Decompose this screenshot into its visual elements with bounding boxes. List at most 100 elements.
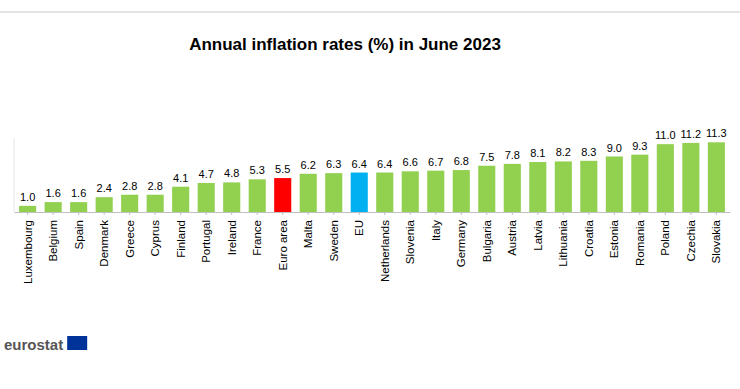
tick-mark <box>155 212 156 215</box>
tick-mark <box>384 212 385 215</box>
bar <box>96 197 113 212</box>
tick-mark <box>512 212 513 215</box>
bar <box>274 178 291 212</box>
tick-label: Germany <box>455 220 467 268</box>
bar <box>19 206 36 212</box>
tick: Ireland <box>226 212 238 255</box>
data-label: 8.2 <box>556 146 571 158</box>
bar <box>351 173 368 212</box>
eu-flag <box>67 336 87 350</box>
data-label: 4.7 <box>199 168 214 180</box>
source-logo: eurostat <box>4 336 87 353</box>
tick: Belgium <box>47 212 59 262</box>
tick: Bulgaria <box>481 212 493 262</box>
x-axis-line <box>15 212 731 213</box>
tick-mark <box>333 212 334 215</box>
tick: Czechia <box>685 212 697 262</box>
bar <box>453 170 470 212</box>
data-label: 11.0 <box>655 129 676 141</box>
data-label: 6.4 <box>352 158 367 170</box>
tick-mark <box>257 212 258 215</box>
tick-label: Ireland <box>226 220 238 255</box>
tick-mark <box>486 212 487 215</box>
tick: Germany <box>455 212 467 267</box>
tick-mark <box>537 212 538 215</box>
tick: Denmark <box>98 212 110 267</box>
tick: Estonia <box>608 212 620 258</box>
tick: Italy <box>430 212 442 241</box>
bars <box>19 142 725 212</box>
bar <box>606 157 623 213</box>
tick-mark <box>231 212 232 215</box>
tick-mark <box>206 212 207 215</box>
tick: Portugal <box>200 212 212 263</box>
x-axis: LuxembourgBelgiumSpainDenmarkGreeceCypru… <box>15 212 731 284</box>
bar <box>682 143 699 212</box>
tick-label: Romania <box>634 219 646 266</box>
bar <box>478 166 495 212</box>
tick: Romania <box>634 212 646 266</box>
data-label: 2.8 <box>148 180 163 192</box>
tick-label: EU <box>353 220 365 236</box>
tick-mark <box>461 212 462 215</box>
tick-mark <box>104 212 105 215</box>
bar <box>402 171 419 212</box>
tick-mark <box>588 212 589 215</box>
tick-label: Euro area <box>277 219 289 270</box>
bar <box>147 195 164 212</box>
bar <box>657 144 674 212</box>
data-label: 6.6 <box>403 156 418 168</box>
data-label: 1.6 <box>46 187 61 199</box>
tick-label: Belgium <box>47 220 59 262</box>
tick-label: Netherlands <box>379 220 391 282</box>
bar <box>580 161 597 212</box>
bar <box>45 202 62 212</box>
data-label: 2.4 <box>97 182 112 194</box>
tick-label: Italy <box>430 220 442 241</box>
tick-label: Poland <box>659 220 671 256</box>
data-label: 9.3 <box>632 140 647 152</box>
bar <box>172 187 189 212</box>
plot: 1.01.61.62.42.82.84.14.74.85.35.56.26.36… <box>14 127 731 284</box>
data-label: 4.8 <box>224 167 239 179</box>
tick-label: Lithuania <box>557 219 569 266</box>
bar <box>223 182 240 212</box>
data-label: 7.5 <box>479 151 494 163</box>
tick: Austria <box>506 212 518 256</box>
data-label: 5.5 <box>275 163 290 175</box>
data-labels: 1.01.61.62.42.82.84.14.74.85.35.56.26.36… <box>20 127 727 203</box>
bar <box>631 155 648 212</box>
bar <box>300 174 317 212</box>
tick-mark <box>359 212 360 215</box>
tick-label: Malta <box>302 219 314 248</box>
tick-mark <box>129 212 130 215</box>
tick-label: Estonia <box>608 219 620 258</box>
bar <box>325 173 342 212</box>
top-rule <box>0 12 740 13</box>
tick: Cyprus <box>149 212 161 256</box>
tick: Luxembourg <box>22 212 34 284</box>
tick-mark <box>78 212 79 215</box>
tick-mark <box>665 212 666 215</box>
data-label: 2.8 <box>122 180 137 192</box>
tick-mark <box>435 212 436 215</box>
tick: Lithuania <box>557 212 569 267</box>
tick: Euro area <box>277 212 289 271</box>
tick: France <box>251 212 263 256</box>
tick: Slovenia <box>404 212 416 264</box>
bar <box>427 171 444 212</box>
tick-label: Cyprus <box>149 220 161 257</box>
tick-label: Finland <box>175 220 187 258</box>
bar <box>121 195 138 212</box>
tick: Poland <box>659 212 671 256</box>
bar <box>198 183 215 212</box>
tick: Sweden <box>328 212 340 262</box>
data-label: 6.3 <box>326 158 341 170</box>
tick-label: France <box>251 220 263 256</box>
bar <box>376 173 393 212</box>
tick-mark <box>53 212 54 215</box>
data-label: 7.8 <box>505 149 520 161</box>
data-label: 6.7 <box>428 156 443 168</box>
tick: EU <box>353 212 365 236</box>
data-label: 5.3 <box>250 164 265 176</box>
